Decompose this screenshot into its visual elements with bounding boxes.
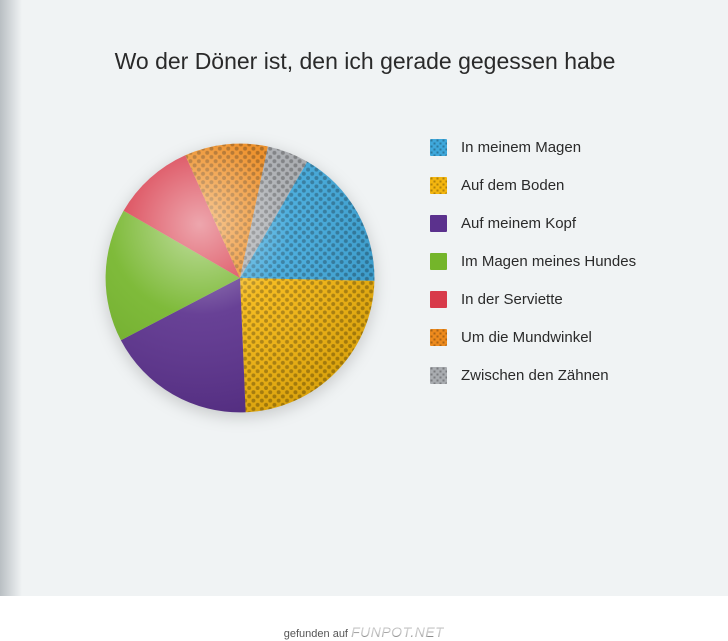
legend-item: Zwischen den Zähnen (430, 356, 636, 394)
legend-item: Im Magen meines Hundes (430, 242, 636, 280)
legend-swatch (430, 253, 447, 270)
legend-item: Auf dem Boden (430, 166, 636, 204)
legend-item: In der Serviette (430, 280, 636, 318)
legend-label: In der Serviette (461, 291, 563, 308)
legend-label: Um die Mundwinkel (461, 329, 592, 346)
legend-label: Auf dem Boden (461, 177, 564, 194)
legend-swatch (430, 367, 447, 384)
footer-site: FUNPOT.NET (351, 624, 444, 640)
footer: gefunden auf FUNPOT.NET (0, 596, 728, 641)
legend-label: Auf meinem Kopf (461, 215, 576, 232)
pie-chart (100, 138, 380, 418)
legend-swatch (430, 329, 447, 346)
footer-prefix: gefunden auf (284, 628, 351, 640)
legend-swatch (430, 177, 447, 194)
legend-label: Zwischen den Zähnen (461, 367, 609, 384)
legend-swatch (430, 215, 447, 232)
legend-swatch (430, 139, 447, 156)
margin-shadow (0, 0, 22, 596)
legend-label: Im Magen meines Hundes (461, 253, 636, 270)
page: Wo der Döner ist, den ich gerade gegesse… (0, 0, 728, 641)
legend: In meinem Magen Auf dem Boden Auf meinem K… (430, 128, 636, 394)
chart-title: Wo der Döner ist, den ich gerade gegesse… (22, 48, 708, 75)
legend-item: Auf meinem Kopf (430, 204, 636, 242)
pie-gloss (106, 144, 375, 413)
pie-svg (100, 138, 380, 418)
paper: Wo der Döner ist, den ich gerade gegesse… (22, 0, 728, 596)
legend-label: In meinem Magen (461, 139, 581, 156)
legend-item: In meinem Magen (430, 128, 636, 166)
legend-item: Um die Mundwinkel (430, 318, 636, 356)
legend-swatch (430, 291, 447, 308)
